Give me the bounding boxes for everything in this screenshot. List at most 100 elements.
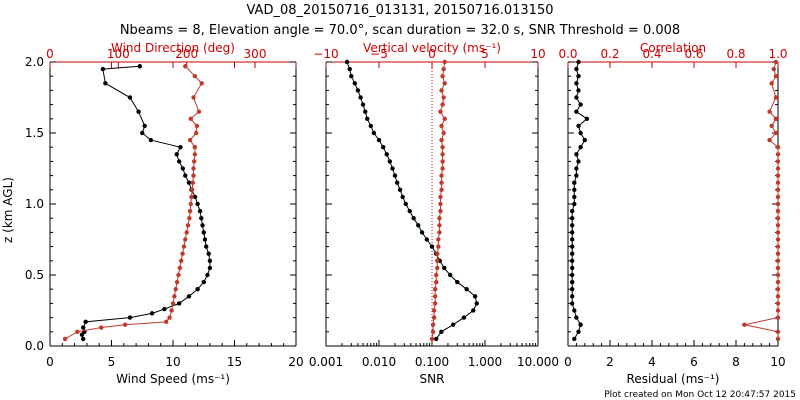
series-point-0 bbox=[574, 315, 579, 320]
series-point-0 bbox=[358, 95, 363, 100]
series-point-0 bbox=[207, 265, 213, 271]
series-point-0 bbox=[201, 279, 206, 285]
series-point-1 bbox=[436, 237, 441, 242]
y-tick-label: 0.5 bbox=[25, 268, 44, 282]
series-point-1 bbox=[187, 208, 193, 214]
series-point-0 bbox=[83, 319, 88, 325]
series-point-0 bbox=[570, 237, 575, 242]
series-point-1 bbox=[440, 166, 445, 171]
series-point-1 bbox=[122, 322, 128, 327]
series-point-0 bbox=[570, 287, 575, 292]
series-point-0 bbox=[407, 208, 412, 214]
series-line-1 bbox=[744, 61, 779, 339]
series-point-0 bbox=[349, 74, 354, 79]
series-point-1 bbox=[191, 173, 196, 178]
series-point-1 bbox=[183, 237, 188, 242]
series-point-1 bbox=[184, 230, 189, 235]
series-point-0 bbox=[455, 279, 460, 285]
series-point-0 bbox=[576, 159, 581, 164]
series-point-0 bbox=[176, 301, 182, 306]
series-point-1 bbox=[442, 116, 447, 122]
series-point-0 bbox=[582, 137, 587, 143]
series-point-1 bbox=[438, 194, 443, 200]
top-tick-label: 0.4 bbox=[642, 47, 661, 61]
series-point-1 bbox=[775, 287, 781, 292]
series-point-0 bbox=[576, 329, 581, 334]
series-point-1 bbox=[775, 258, 781, 263]
series-point-1 bbox=[185, 223, 191, 228]
top-tick-label: 0.6 bbox=[684, 47, 703, 61]
series-point-0 bbox=[570, 223, 575, 228]
series-point-0 bbox=[429, 244, 435, 249]
series-point-1 bbox=[432, 301, 438, 306]
series-point-1 bbox=[181, 244, 187, 249]
series-point-1 bbox=[438, 201, 443, 207]
series-point-0 bbox=[352, 81, 358, 86]
series-point-1 bbox=[170, 301, 176, 306]
top-axis-label: Vertical velocity (ms⁻¹) bbox=[363, 41, 501, 55]
series-point-0 bbox=[471, 308, 476, 313]
series-point-1 bbox=[191, 166, 196, 171]
series-point-0 bbox=[142, 123, 147, 129]
x-tick-label: 2 bbox=[606, 355, 614, 369]
series-point-1 bbox=[429, 336, 435, 342]
series-point-0 bbox=[570, 208, 575, 214]
x-tick-label: 0.001 bbox=[309, 355, 343, 369]
series-point-1 bbox=[441, 130, 446, 136]
series-point-1 bbox=[440, 74, 445, 79]
series-point-1 bbox=[173, 287, 178, 292]
figure-subtitle: Nbeams = 8, Elevation angle = 70.0°, sca… bbox=[120, 23, 680, 38]
series-point-0 bbox=[574, 173, 579, 178]
series-point-1 bbox=[172, 294, 177, 299]
series-point-1 bbox=[775, 201, 781, 207]
series-point-0 bbox=[183, 173, 188, 178]
series-point-0 bbox=[578, 322, 583, 327]
series-point-1 bbox=[775, 166, 781, 171]
series-point-0 bbox=[576, 123, 581, 129]
series-point-0 bbox=[207, 258, 213, 263]
series-point-1 bbox=[177, 265, 183, 271]
series-point-0 bbox=[365, 116, 370, 122]
series-point-1 bbox=[439, 137, 444, 143]
series-point-1 bbox=[179, 258, 184, 263]
series-point-0 bbox=[572, 187, 577, 192]
series-point-1 bbox=[432, 294, 438, 299]
series-point-1 bbox=[438, 109, 443, 114]
x-tick-label: 6 bbox=[690, 355, 698, 369]
x-tick-label: 20 bbox=[288, 355, 303, 369]
series-point-1 bbox=[188, 116, 193, 122]
series-point-1 bbox=[775, 237, 781, 242]
series-point-0 bbox=[570, 230, 575, 235]
top-tick-label: 200 bbox=[175, 47, 198, 61]
top-tick-label: 0 bbox=[428, 47, 436, 61]
series-point-1 bbox=[775, 244, 781, 249]
series-point-0 bbox=[200, 223, 205, 228]
series-point-0 bbox=[148, 137, 154, 143]
top-tick-label: −5 bbox=[370, 47, 388, 61]
series-point-0 bbox=[570, 258, 575, 263]
series-point-1 bbox=[196, 109, 202, 114]
series-point-1 bbox=[435, 258, 440, 263]
series-point-0 bbox=[578, 130, 583, 136]
series-point-0 bbox=[572, 194, 577, 200]
series-point-0 bbox=[387, 159, 393, 164]
y-tick-label: 1.5 bbox=[25, 126, 44, 140]
series-point-0 bbox=[363, 109, 368, 114]
series-point-0 bbox=[572, 336, 577, 342]
series-point-1 bbox=[438, 208, 443, 214]
series-point-1 bbox=[439, 187, 444, 192]
series-point-0 bbox=[461, 315, 467, 320]
series-line-0 bbox=[346, 61, 478, 340]
series-point-0 bbox=[205, 272, 210, 278]
series-point-1 bbox=[436, 244, 441, 249]
series-point-0 bbox=[192, 194, 198, 200]
series-point-1 bbox=[99, 325, 104, 330]
series-point-0 bbox=[442, 265, 447, 271]
series-point-1 bbox=[775, 265, 781, 271]
series-point-1 bbox=[437, 230, 442, 235]
series-point-0 bbox=[149, 311, 155, 316]
series-point-1 bbox=[775, 272, 781, 278]
series-point-1 bbox=[775, 308, 781, 313]
series-point-1 bbox=[189, 194, 194, 200]
